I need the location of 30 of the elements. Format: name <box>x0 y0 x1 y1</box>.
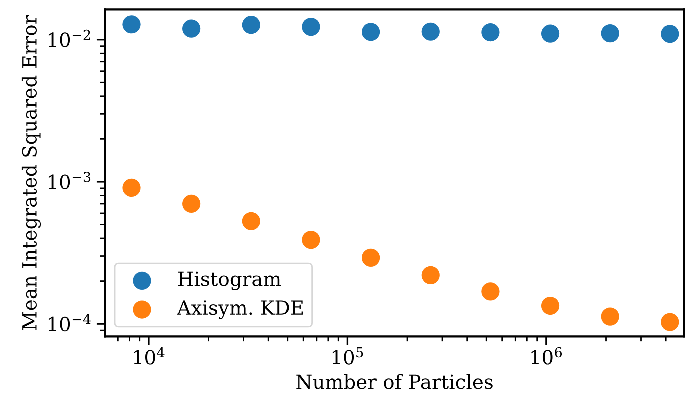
point <box>661 313 680 332</box>
legend-label: Histogram <box>178 272 282 290</box>
point <box>122 16 141 34</box>
point <box>242 212 260 230</box>
x-tick-label: 10$^{6}$ <box>532 347 562 365</box>
point <box>302 18 320 36</box>
y-tick-label: 10$^{−3}$ <box>48 172 91 190</box>
point <box>182 194 201 214</box>
y-tick-label: 10$^{−2}$ <box>48 30 90 48</box>
point <box>422 22 440 41</box>
legend-label: Axisym. KDE <box>177 300 303 320</box>
point <box>482 23 500 42</box>
point <box>122 178 141 198</box>
point <box>362 23 380 42</box>
y-tick-label: 10$^{−4}$ <box>48 314 91 332</box>
point <box>362 248 380 267</box>
point <box>541 296 560 316</box>
x-tick-label: 10$^{4}$ <box>134 347 165 365</box>
point <box>422 266 440 284</box>
point <box>482 282 500 301</box>
x-axis-title: Number of Particles <box>296 374 493 390</box>
point <box>182 20 201 38</box>
point <box>601 24 620 43</box>
point <box>242 16 260 34</box>
point <box>601 308 620 326</box>
y-axis-title: Mean Integrated Squared Error <box>22 15 42 330</box>
point <box>541 24 560 43</box>
point <box>661 25 680 44</box>
point <box>302 231 320 250</box>
x-tick-label: 10$^{5}$ <box>332 348 364 365</box>
